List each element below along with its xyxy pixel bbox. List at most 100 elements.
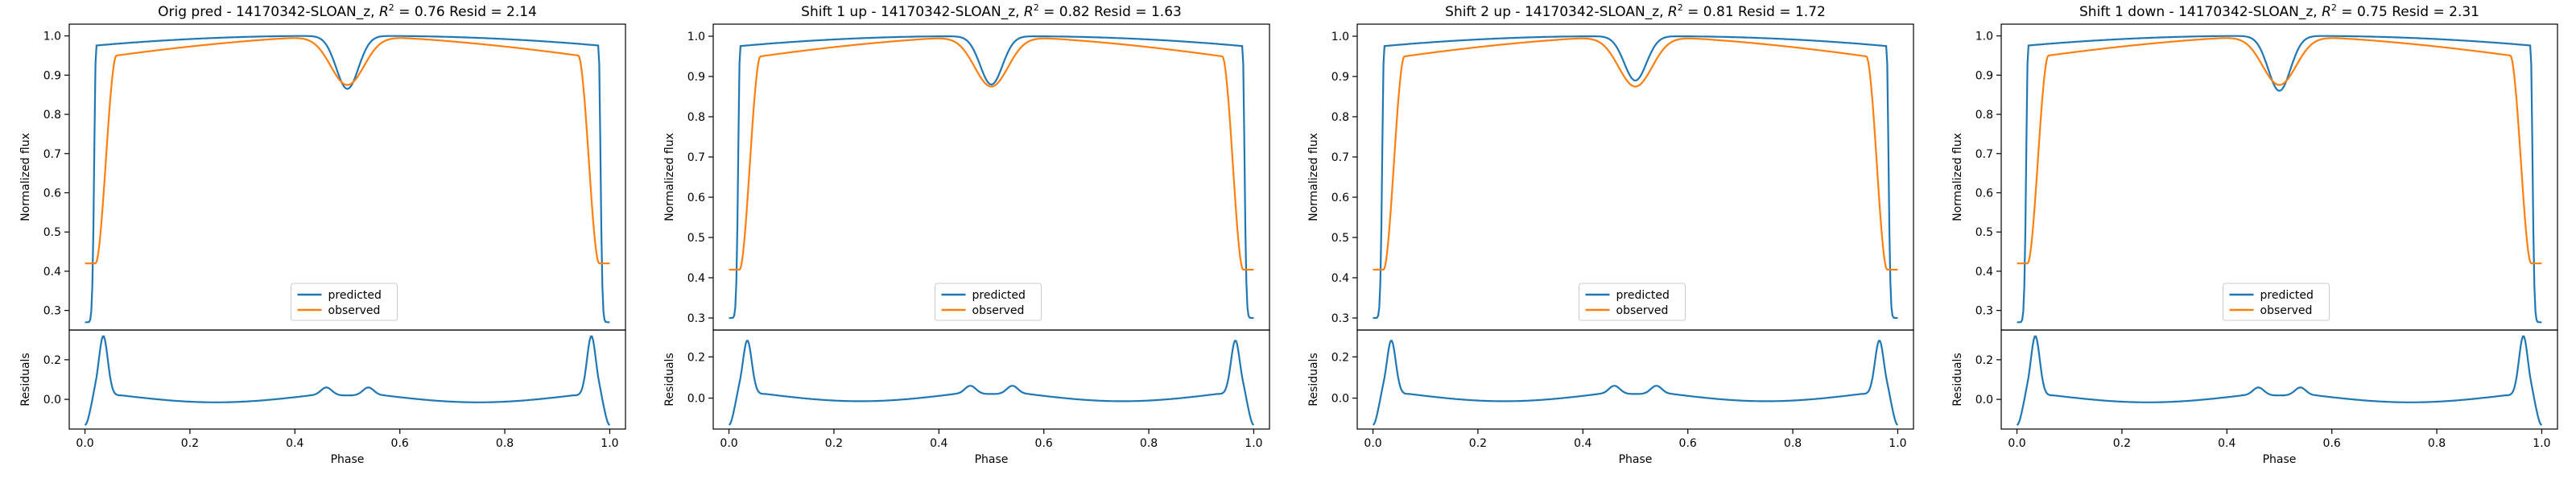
legend [291, 283, 398, 321]
x-axis-label: Phase [975, 453, 1009, 466]
legend-label-predicted: predicted [328, 289, 382, 302]
y-tick-label: 0.6 [43, 187, 61, 200]
y-axis-label: Normalized flux [663, 133, 676, 221]
x-tick-label: 0.6 [391, 437, 409, 450]
predicted-series-line [1373, 35, 1898, 320]
x-tick-label: 0.6 [2323, 437, 2341, 450]
y-tick-label: 0.4 [1331, 272, 1349, 285]
y-tick-label: 0.3 [1331, 312, 1349, 325]
y-tick-label: 0.8 [687, 111, 705, 124]
residual-axis-label: Residuals [663, 353, 676, 406]
residual-axis-label: Residuals [1307, 353, 1320, 406]
predicted-series-line [729, 35, 1254, 320]
y-tick-label: 0.8 [1331, 111, 1349, 124]
legend-label-observed: observed [328, 304, 381, 317]
legend-label-predicted: predicted [972, 289, 1026, 302]
legend-label-predicted: predicted [2260, 289, 2314, 302]
y-axis-label: Normalized flux [1951, 133, 1964, 221]
legend-label-predicted: predicted [1616, 289, 1670, 302]
y-tick-label: 1.0 [1331, 31, 1349, 43]
residual-series-line [2016, 335, 2543, 426]
y-tick-label: 0.4 [687, 272, 705, 285]
chart-title: Shift 2 up - 14170342-SLOAN_z, R2 = 0.81… [1445, 2, 1826, 20]
x-tick-label: 0.0 [1364, 437, 1381, 450]
x-tick-label: 0.4 [2218, 437, 2235, 450]
x-axis-label: Phase [1619, 453, 1653, 466]
chart-title: Shift 1 down - 14170342-SLOAN_z, R2 = 0.… [2079, 2, 2479, 20]
residual-series-line [728, 340, 1255, 426]
y-tick-label: 0.5 [1331, 232, 1349, 245]
y-tick-label: 0.3 [1975, 305, 1993, 318]
y-tick-label: 0.8 [1975, 109, 1993, 122]
y-tick-label: 0.9 [1331, 71, 1349, 84]
observed-series-line [1373, 37, 1898, 271]
x-axis-label: Phase [331, 453, 365, 466]
y-tick-label: 0.4 [43, 266, 61, 279]
x-tick-label: 0.0 [2008, 437, 2025, 450]
residual-y-tick-label: 0.2 [1975, 354, 1993, 367]
legend-label-observed: observed [1616, 304, 1669, 317]
x-tick-label: 1.0 [1889, 437, 1906, 450]
residual-axes [1356, 329, 1914, 430]
x-tick-label: 0.8 [496, 437, 514, 450]
chart-title: Shift 1 up - 14170342-SLOAN_z, R2 = 0.82… [801, 2, 1182, 20]
residual-y-tick-label: 0.2 [687, 351, 705, 364]
x-tick-label: 0.0 [720, 437, 737, 450]
residual-axes [712, 329, 1270, 430]
y-tick-label: 0.9 [687, 71, 705, 84]
chart-panel-4: Shift 1 down - 14170342-SLOAN_z, R2 = 0.… [1951, 2, 2558, 466]
x-tick-label: 0.4 [1574, 437, 1591, 450]
y-tick-label: 0.6 [1975, 187, 1993, 200]
y-tick-label: 0.3 [43, 305, 61, 318]
chart-title: Orig pred - 14170342-SLOAN_z, R2 = 0.76 … [158, 2, 537, 20]
legend [1579, 283, 1686, 321]
x-tick-label: 0.8 [1784, 437, 1802, 450]
y-tick-label: 0.9 [1975, 69, 1993, 82]
y-tick-label: 1.0 [1975, 31, 1993, 43]
legend [935, 283, 1042, 321]
y-axis-label: Normalized flux [1307, 133, 1320, 221]
y-tick-label: 0.3 [687, 312, 705, 325]
y-tick-label: 0.5 [1975, 226, 1993, 239]
residual-y-tick-label: 0.2 [43, 354, 61, 367]
chart-panel-1: Orig pred - 14170342-SLOAN_z, R2 = 0.76 … [19, 2, 626, 466]
y-axis-label: Normalized flux [19, 133, 32, 221]
y-tick-label: 0.6 [1331, 192, 1349, 204]
residual-y-tick-label: 0.0 [1975, 394, 1993, 407]
residual-y-tick-label: 0.0 [687, 393, 705, 406]
residual-series-line [84, 335, 611, 426]
legend-label-observed: observed [2260, 304, 2313, 317]
x-axis-label: Phase [2263, 453, 2297, 466]
y-tick-label: 0.7 [1975, 148, 1993, 161]
x-tick-label: 1.0 [2533, 437, 2550, 450]
legend [2223, 283, 2330, 321]
y-tick-label: 0.6 [687, 192, 705, 204]
x-tick-label: 0.4 [286, 437, 303, 450]
x-tick-label: 0.2 [825, 437, 843, 450]
predicted-series-line [2017, 35, 2542, 324]
residual-series-line [1372, 340, 1899, 426]
x-tick-label: 0.2 [2113, 437, 2131, 450]
residual-y-tick-label: 0.0 [1331, 393, 1349, 406]
residual-y-tick-label: 0.2 [1331, 351, 1349, 364]
chart-panel-2: Shift 1 up - 14170342-SLOAN_z, R2 = 0.82… [663, 2, 1270, 466]
x-tick-label: 0.4 [930, 437, 947, 450]
y-tick-label: 1.0 [687, 31, 705, 43]
predicted-series-line [85, 35, 610, 324]
x-tick-label: 0.2 [181, 437, 199, 450]
y-tick-label: 0.7 [687, 151, 705, 164]
y-tick-label: 0.5 [687, 232, 705, 245]
observed-series-line [2017, 37, 2542, 265]
y-tick-label: 0.4 [1975, 266, 1993, 279]
residual-axis-label: Residuals [1951, 353, 1964, 406]
residual-axis-label: Residuals [19, 353, 32, 406]
x-tick-label: 0.6 [1035, 437, 1053, 450]
observed-series-line [729, 37, 1254, 271]
y-tick-label: 0.7 [1331, 151, 1349, 164]
legend-label-observed: observed [972, 304, 1025, 317]
x-tick-label: 0.6 [1679, 437, 1697, 450]
x-tick-label: 1.0 [1245, 437, 1262, 450]
chart-panel-3: Shift 2 up - 14170342-SLOAN_z, R2 = 0.81… [1307, 2, 1914, 466]
y-tick-label: 0.9 [43, 69, 61, 82]
